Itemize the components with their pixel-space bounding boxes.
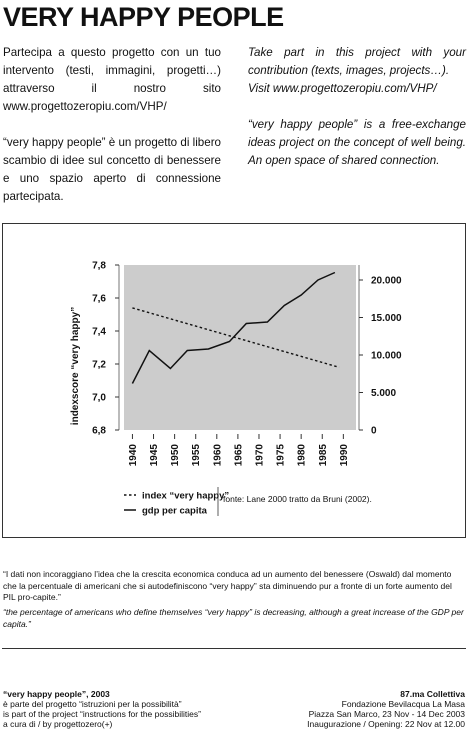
x-axis: 1940 1945 1950 1955 1960 1965 1970 1975 1980 1985…: [128, 434, 350, 466]
legend-label: index “very happy”: [142, 491, 229, 502]
left-axis: 7,8 7,6 7,4 7,2 7,0 6,8: [92, 261, 120, 437]
right-tick-label: 0: [371, 426, 377, 437]
happiness-gdp-chart: 7,8 7,6 7,4 7,2 7,0 6,8 20.000 15.000 10.000 5.0…: [70, 261, 402, 517]
x-tick-label: 1970: [254, 444, 265, 467]
left-tick-label: 7,2: [92, 360, 106, 371]
right-tick-label: 5.000: [371, 388, 396, 399]
page-title: VERY HAPPY PEOPLE: [3, 2, 284, 32]
footer-exhibition-title: 87.ma Collettiva: [400, 689, 465, 699]
series-index-very-happy-line: [132, 307, 340, 368]
intro-english: Take part in this project with your cont…: [248, 44, 466, 188]
chart-frame: 7,8 7,6 7,4 7,2 7,0 6,8 20.000 15.000 10.000 5.0…: [2, 223, 466, 538]
footer-left-line-1: è parte del progetto “istruzioni per la …: [3, 699, 182, 709]
left-tick-label: 7,6: [92, 294, 106, 305]
right-tick-label: 20.000: [371, 276, 402, 287]
intro-english-paragraph-2: “very happy people” is a free-exchange i…: [248, 118, 466, 167]
footer-right-line-3: Inaugurazione / Opening: 22 Nov at 12.00: [307, 719, 465, 729]
right-axis: 20.000 15.000 10.000 5.000 0: [358, 265, 402, 437]
source-note: fonte: Lane 2000 tratto da Bruni (2002).: [223, 494, 372, 504]
left-tick-label: 7,0: [92, 393, 106, 404]
quote-italian: “I dati non incoraggiano l’idea che la c…: [3, 569, 452, 602]
footer-left-line-3: a cura di / by progettozero(+): [3, 719, 113, 729]
legend: index “very happy” gdp per capita: [124, 491, 229, 517]
x-tick-label: 1960: [212, 444, 223, 467]
x-tick-label: 1980: [297, 444, 308, 467]
quote-english: “the percentage of americans who define …: [3, 607, 464, 629]
footer-left-line-2: is part of the project “instructions for…: [3, 709, 201, 719]
x-tick-label: 1975: [276, 444, 287, 467]
x-tick-label: 1990: [339, 444, 350, 467]
intro-english-url-line: Visit www.progettozeropiu.com/VHP/: [248, 82, 437, 95]
right-tick-label: 10.000: [371, 351, 402, 362]
right-tick-label: 15.000: [371, 313, 402, 324]
footer-project-title: “very happy people”, 2003: [3, 689, 110, 699]
footer-divider: [2, 648, 466, 649]
x-tick-label: 1985: [318, 444, 329, 467]
left-tick-label: 7,4: [92, 327, 106, 338]
footer-right: 87.ma Collettiva Fondazione Bevilacqua L…: [307, 689, 465, 729]
footer-right-line-1: Fondazione Bevilacqua La Masa: [341, 699, 465, 709]
series-gdp-per-capita-line: [131, 271, 336, 384]
x-tick-label: 1950: [170, 444, 181, 467]
intro-english-paragraph-1: Take part in this project with your cont…: [248, 46, 466, 77]
left-axis-title: indexscore “very happy”: [70, 307, 81, 425]
legend-label: gdp per capita: [142, 506, 208, 517]
intro-italian-paragraph-1: Partecipa a questo progetto con un tuo i…: [3, 46, 221, 113]
x-tick-label: 1945: [149, 444, 160, 467]
plot-background: [124, 265, 356, 430]
intro-italian-paragraph-2: “very happy people” è un progetto di lib…: [3, 136, 221, 203]
footer-right-line-2: Piazza San Marco, 23 Nov - 14 Dec 2003: [308, 709, 465, 719]
footer-left: “very happy people”, 2003 è parte del pr…: [3, 689, 201, 729]
x-tick-label: 1965: [233, 444, 244, 467]
x-tick-label: 1940: [128, 444, 139, 467]
left-tick-label: 7,8: [92, 261, 106, 272]
intro-italian: Partecipa a questo progetto con un tuo i…: [3, 44, 221, 224]
x-tick-label: 1955: [191, 444, 202, 467]
left-tick-label: 6,8: [92, 426, 106, 437]
series-layer: [131, 271, 340, 384]
